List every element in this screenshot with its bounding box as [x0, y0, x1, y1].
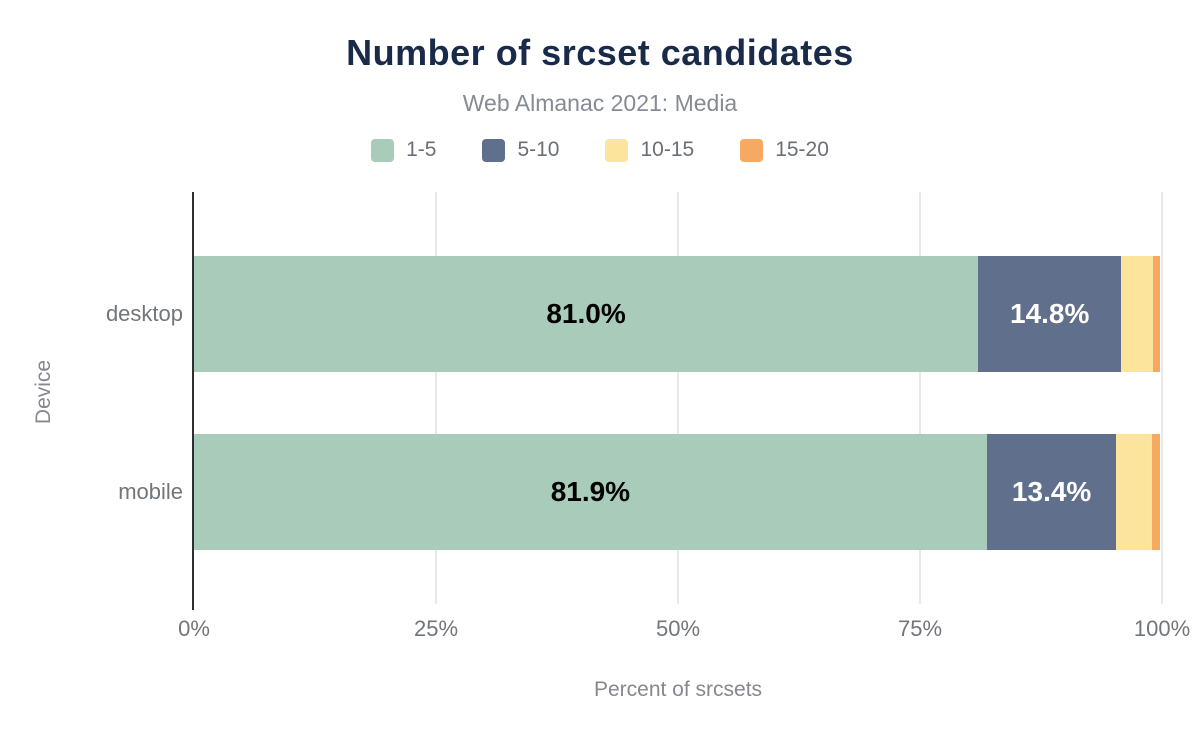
legend-swatch-icon: [740, 138, 764, 162]
bar-segment-10-15: [1121, 256, 1154, 372]
x-axis-ticks: 0% 25% 50% 75% 100%: [178, 616, 1190, 646]
bar-segment-label: 13.4%: [1011, 476, 1092, 507]
bar-row-desktop: 81.0% 14.8%: [194, 256, 1162, 372]
bar-segment-15-20: [1152, 434, 1161, 550]
bar-segment-label: 81.0%: [546, 298, 626, 329]
x-axis-title: Percent of srcsets: [593, 678, 763, 701]
bar-segment-10-15: [1116, 434, 1153, 550]
legend-label: 1-5: [406, 138, 437, 161]
gridline: [435, 192, 437, 604]
category-label-mobile: mobile: [118, 479, 183, 504]
x-tick-label-100%: 100%: [1133, 616, 1191, 641]
chart-subtitle: Web Almanac 2021: Media: [462, 90, 738, 116]
gridline: [677, 192, 679, 604]
legend-label: 10-15: [640, 138, 695, 161]
legend-swatch-icon: [371, 138, 395, 162]
bar-segment-15-20: [1153, 256, 1161, 372]
legend-item-15-20[interactable]: 15-20: [740, 138, 829, 162]
gridline: [1161, 192, 1163, 604]
bar-segment-1-5: 81.0%: [194, 256, 979, 372]
y-axis-line: [192, 192, 194, 610]
legend-swatch-icon: [482, 138, 506, 162]
gridline: [919, 192, 921, 604]
bar-segment-1-5: 81.9%: [194, 434, 987, 550]
x-tick-label-0%: 0%: [178, 616, 210, 641]
chart-title: Number of srcset candidates: [346, 32, 854, 73]
legend-swatch-icon: [605, 138, 629, 162]
category-label-desktop: desktop: [105, 301, 183, 326]
x-tick-label-75%: 75%: [897, 616, 943, 641]
legend-label: 5-10: [517, 138, 560, 161]
x-tick-label-25%: 25%: [413, 616, 459, 641]
bar-segment-5-10: 14.8%: [978, 256, 1122, 372]
legend-item-10-15[interactable]: 10-15: [605, 138, 694, 162]
bar-row-mobile: 81.9% 13.4%: [194, 434, 1162, 550]
legend-item-1-5[interactable]: 1-5: [371, 138, 436, 162]
plot-area: 81.0% 14.8% 81.9% 13.4%: [192, 192, 1163, 610]
x-tick-label-50%: 50%: [655, 616, 701, 641]
legend-item-5-10[interactable]: 5-10: [482, 138, 559, 162]
y-axis-title: Device: [32, 359, 55, 425]
bar-segment-label: 14.8%: [1010, 298, 1090, 329]
legend-label: 15-20: [775, 138, 829, 161]
bar-segment-5-10: 13.4%: [986, 434, 1117, 550]
legend: 1-5 5-10 10-15 15-20: [0, 138, 1200, 162]
bar-segment-label: 81.9%: [550, 476, 631, 507]
